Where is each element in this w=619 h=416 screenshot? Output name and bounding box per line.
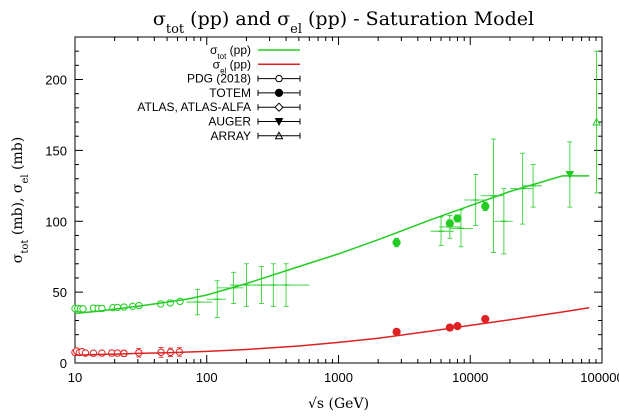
y-tick-label: 100 [45, 214, 67, 229]
legend-label: ATLAS, ATLAS-ALFA [137, 100, 251, 114]
data-point [99, 350, 105, 356]
data-point [566, 171, 573, 178]
sigma-el-curve [75, 308, 589, 356]
legend-label: ARRAY [211, 129, 251, 143]
x-axis-label: √s (GeV) [308, 396, 369, 412]
x-tick-label: 10 [68, 370, 82, 385]
legend-marker [275, 89, 282, 96]
data-series [566, 142, 573, 207]
y-tick-label: 200 [45, 73, 67, 88]
legend-label: TOTEM [209, 86, 251, 100]
legend-marker [276, 75, 282, 81]
x-tick-label: 100 [196, 370, 218, 385]
data-point [482, 315, 489, 322]
data-series [593, 51, 600, 193]
data-series [186, 139, 542, 318]
data-point [393, 328, 400, 335]
data-point [482, 203, 489, 210]
legend-label: AUGER [208, 115, 251, 129]
data-point [446, 220, 453, 227]
data-point [393, 239, 400, 246]
y-axis-label: σtot (mb), σel (mb) [10, 137, 31, 263]
x-tick-label: 1000 [324, 370, 353, 385]
legend-marker [275, 103, 283, 111]
y-tick-label: 150 [45, 143, 67, 158]
sigma-tot-curve [75, 176, 589, 314]
data-point [454, 215, 461, 222]
y-tick-label: 0 [60, 356, 67, 371]
y-tick-label: 50 [53, 285, 67, 300]
data-point [80, 306, 86, 312]
data-series [72, 298, 183, 312]
legend-label: PDG (2018) [187, 72, 251, 86]
data-point [114, 350, 120, 356]
chart-title: σtot (pp) and σel (pp) - Saturation Mode… [153, 8, 534, 37]
x-tick-label: 10000 [452, 370, 488, 385]
